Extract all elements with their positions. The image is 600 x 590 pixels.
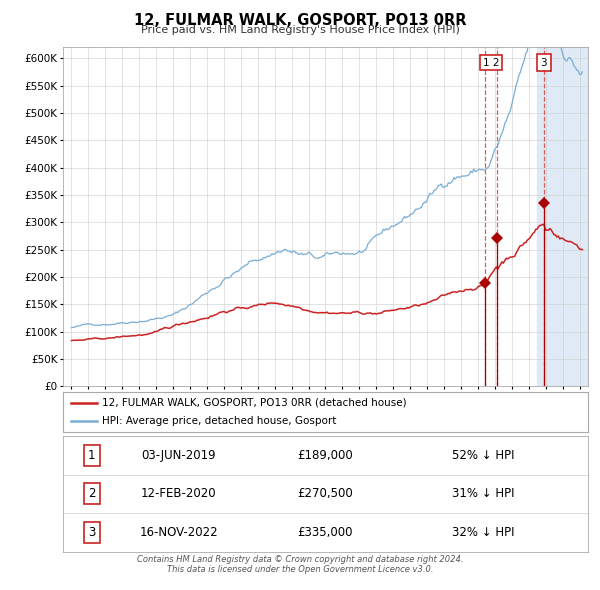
Text: 3: 3 — [88, 526, 95, 539]
Text: 32% ↓ HPI: 32% ↓ HPI — [452, 526, 514, 539]
Text: 12, FULMAR WALK, GOSPORT, PO13 0RR: 12, FULMAR WALK, GOSPORT, PO13 0RR — [134, 13, 466, 28]
Text: Contains HM Land Registry data © Crown copyright and database right 2024.
This d: Contains HM Land Registry data © Crown c… — [137, 555, 463, 574]
Text: Price paid vs. HM Land Registry's House Price Index (HPI): Price paid vs. HM Land Registry's House … — [140, 25, 460, 35]
Text: 31% ↓ HPI: 31% ↓ HPI — [452, 487, 514, 500]
Text: 16-NOV-2022: 16-NOV-2022 — [139, 526, 218, 539]
Text: £335,000: £335,000 — [298, 526, 353, 539]
Text: £189,000: £189,000 — [298, 449, 353, 462]
Text: 12, FULMAR WALK, GOSPORT, PO13 0RR (detached house): 12, FULMAR WALK, GOSPORT, PO13 0RR (deta… — [103, 398, 407, 408]
Text: 52% ↓ HPI: 52% ↓ HPI — [452, 449, 514, 462]
Text: 1: 1 — [88, 449, 95, 462]
Text: 2: 2 — [88, 487, 95, 500]
Bar — [537, 47, 588, 386]
Text: 1 2: 1 2 — [483, 57, 499, 67]
Text: 12-FEB-2020: 12-FEB-2020 — [140, 487, 217, 500]
Text: HPI: Average price, detached house, Gosport: HPI: Average price, detached house, Gosp… — [103, 416, 337, 426]
Text: 3: 3 — [541, 57, 547, 67]
Text: 03-JUN-2019: 03-JUN-2019 — [141, 449, 216, 462]
Text: £270,500: £270,500 — [298, 487, 353, 500]
